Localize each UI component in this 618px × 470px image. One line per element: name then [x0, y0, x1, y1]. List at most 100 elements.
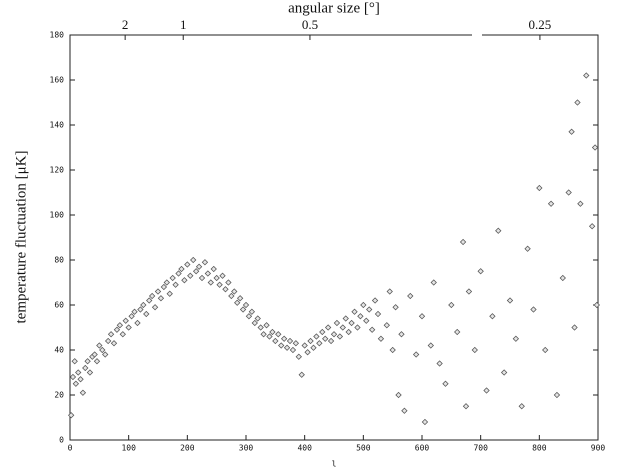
data-point	[313, 333, 320, 340]
data-point	[219, 272, 226, 279]
data-point	[418, 313, 426, 320]
data-point	[591, 144, 599, 151]
data-point	[512, 335, 520, 342]
data-point	[251, 319, 258, 327]
data-point	[181, 277, 188, 284]
data-point	[366, 306, 373, 313]
data-point	[275, 331, 282, 338]
data-point	[84, 358, 91, 365]
data-point	[383, 322, 390, 329]
x-axis-label: l	[332, 460, 337, 469]
data-point	[216, 281, 223, 288]
data-point	[257, 324, 264, 331]
data-point	[330, 331, 338, 338]
data-point	[116, 322, 124, 329]
data-point	[421, 418, 429, 426]
data-point	[213, 274, 220, 282]
data-point	[272, 337, 279, 345]
data-point	[125, 324, 132, 331]
data-point	[436, 360, 443, 367]
data-point	[547, 200, 555, 207]
data-point	[465, 288, 473, 295]
data-point	[489, 313, 496, 320]
data-point	[506, 297, 514, 304]
data-point	[184, 261, 191, 268]
x-tick-label: 200	[180, 444, 195, 453]
data-point	[245, 313, 253, 320]
data-point	[128, 313, 135, 320]
data-point	[304, 349, 311, 356]
data-point	[530, 306, 537, 313]
data-point	[280, 335, 288, 342]
data-point	[536, 184, 543, 192]
data-point	[568, 128, 575, 135]
data-point	[553, 391, 561, 399]
top-axis-label: angular size [°]	[288, 0, 380, 16]
data-point	[131, 308, 138, 315]
data-point	[477, 268, 484, 275]
data-point	[377, 335, 385, 342]
data-point	[319, 328, 326, 336]
data-point	[195, 263, 203, 270]
data-point	[146, 297, 153, 304]
data-point	[239, 306, 247, 313]
data-point	[254, 315, 261, 322]
data-point	[307, 337, 314, 345]
data-point	[234, 299, 241, 306]
top-tick-label: 2	[122, 17, 129, 32]
data-point	[292, 340, 300, 347]
data-point	[583, 72, 590, 79]
data-point	[187, 272, 194, 279]
data-point	[395, 391, 402, 399]
data-point	[430, 279, 437, 286]
y-tick-label: 100	[50, 211, 65, 220]
data-point	[278, 342, 285, 349]
data-point	[574, 99, 581, 106]
data-point	[368, 326, 376, 333]
y-tick-label: 80	[54, 256, 64, 265]
x-tick-label: 100	[121, 444, 136, 453]
data-point	[442, 380, 449, 387]
data-point	[339, 324, 346, 331]
data-point	[427, 342, 434, 349]
data-point	[327, 337, 335, 345]
data-point	[140, 301, 147, 309]
data-point	[392, 304, 399, 311]
data-point	[401, 407, 408, 414]
data-point	[204, 270, 212, 277]
data-point	[207, 279, 214, 286]
y-tick-label: 60	[54, 301, 64, 310]
data-point	[178, 265, 185, 273]
data-point	[166, 290, 173, 297]
x-tick-label: 700	[473, 444, 488, 453]
data-point	[322, 335, 329, 342]
data-point	[363, 317, 370, 324]
data-point	[236, 295, 244, 302]
data-point	[266, 333, 273, 340]
y-tick-label: 160	[50, 76, 65, 85]
data-point	[248, 308, 256, 315]
data-point	[263, 322, 270, 329]
data-point	[495, 227, 502, 234]
data-point	[96, 342, 103, 349]
data-point	[119, 331, 126, 338]
x-tick-label: 800	[532, 444, 547, 453]
data-point	[412, 351, 420, 358]
data-point	[75, 369, 82, 376]
data-point	[79, 389, 87, 396]
data-point	[518, 403, 525, 410]
y-tick-label: 0	[59, 436, 64, 445]
top-tick-label: 1	[180, 17, 187, 32]
data-point	[374, 310, 382, 318]
data-point	[371, 297, 379, 304]
x-tick-label: 900	[591, 444, 606, 453]
data-point	[110, 340, 118, 347]
data-point	[107, 331, 115, 338]
data-point	[137, 306, 144, 313]
y-tick-label: 20	[54, 391, 64, 400]
data-point	[143, 310, 150, 318]
data-point	[113, 326, 121, 333]
data-point	[542, 346, 549, 354]
y-tick-label: 120	[50, 166, 65, 175]
